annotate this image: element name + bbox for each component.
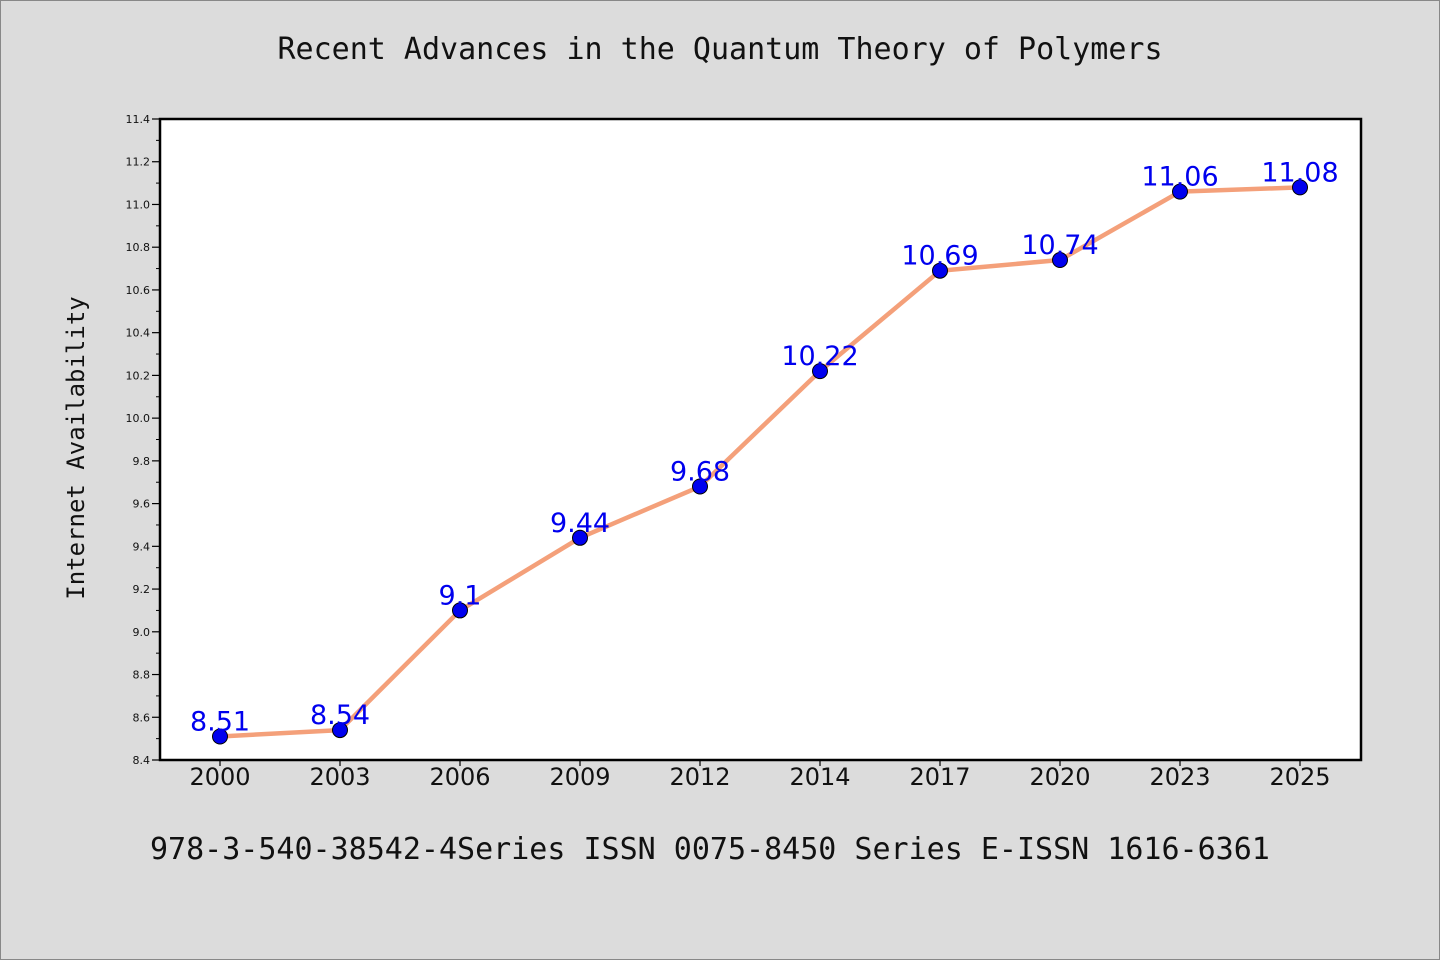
data-point (1052, 252, 1068, 269)
data-point (1172, 183, 1188, 200)
series-line (217, 185, 1303, 739)
chart-title: Recent Advances in the Quantum Theory of… (277, 32, 1163, 67)
y-tick-label: 10.8 (126, 241, 151, 254)
y-tick-label: 11.0 (126, 198, 151, 211)
y-tick-label: 10.2 (126, 369, 151, 382)
data-label: 10.74 (1021, 230, 1098, 261)
y-tick-label: 10.4 (126, 327, 151, 340)
x-tick-label: 2009 (549, 763, 610, 791)
data-label: 11.08 (1261, 157, 1338, 188)
data-point (692, 478, 708, 495)
data-label: 10.69 (901, 241, 978, 272)
x-tick-label: 2003 (309, 763, 370, 791)
y-tick-label: 9.2 (133, 583, 151, 596)
x-tick-label: 2025 (1269, 763, 1330, 791)
data-label: 10.22 (781, 341, 858, 372)
y-tick-label: 9.4 (133, 540, 151, 553)
data-label: 9.44 (550, 508, 610, 539)
y-tick-label: 8.4 (133, 754, 151, 767)
y-tick-label: 10.6 (126, 284, 151, 297)
footer-text: 978-3-540-38542-4Series ISSN 0075-8450 S… (150, 832, 1270, 867)
x-tick-label: 2017 (909, 763, 970, 791)
y-tick-label: 8.6 (133, 711, 151, 724)
x-tick-label: 2014 (789, 763, 850, 791)
y-axis-ticks: 8.4 8.6 8.8 9.0 9.2 9.4 9.6 9.8 10.0 10.2 10.4 10.6… (126, 113, 160, 767)
y-tick-label: 9.0 (133, 626, 151, 639)
y-tick-label: 11.2 (126, 156, 151, 169)
y-tick-label: 8.8 (133, 669, 151, 682)
x-tick-label: 2012 (669, 763, 730, 791)
data-point (332, 722, 348, 739)
x-tick-label: 2000 (189, 763, 250, 791)
data-label: 8.51 (190, 706, 250, 737)
data-label: 9.68 (670, 457, 730, 488)
data-label: 8.54 (310, 700, 370, 731)
y-tick-label: 9.8 (133, 455, 151, 468)
x-tick-label: 2020 (1029, 763, 1090, 791)
data-point (212, 728, 228, 745)
data-label: 11.06 (1141, 162, 1218, 193)
y-tick-label: 10.0 (126, 412, 151, 425)
x-tick-label: 2006 (429, 763, 490, 791)
y-axis-label: Internet Availability (62, 296, 90, 599)
y-tick-label: 9.6 (133, 498, 151, 511)
data-point (1292, 179, 1308, 196)
data-point (452, 602, 468, 619)
y-tick-label: 11.4 (126, 113, 151, 126)
data-point (572, 529, 588, 546)
x-tick-label: 2023 (1149, 763, 1210, 791)
data-point (812, 363, 828, 380)
series-group: 8.51 8.54 9.1 9.44 9.68 10.22 10.69 10.74 11.06 1… (190, 157, 1339, 745)
x-axis-ticks: 2000 2003 2006 2009 2012 2014 2017 2020 2023 2025 (189, 760, 1331, 791)
data-label: 9.1 (439, 580, 482, 611)
plot-area (158, 117, 1363, 762)
data-point (932, 262, 948, 279)
